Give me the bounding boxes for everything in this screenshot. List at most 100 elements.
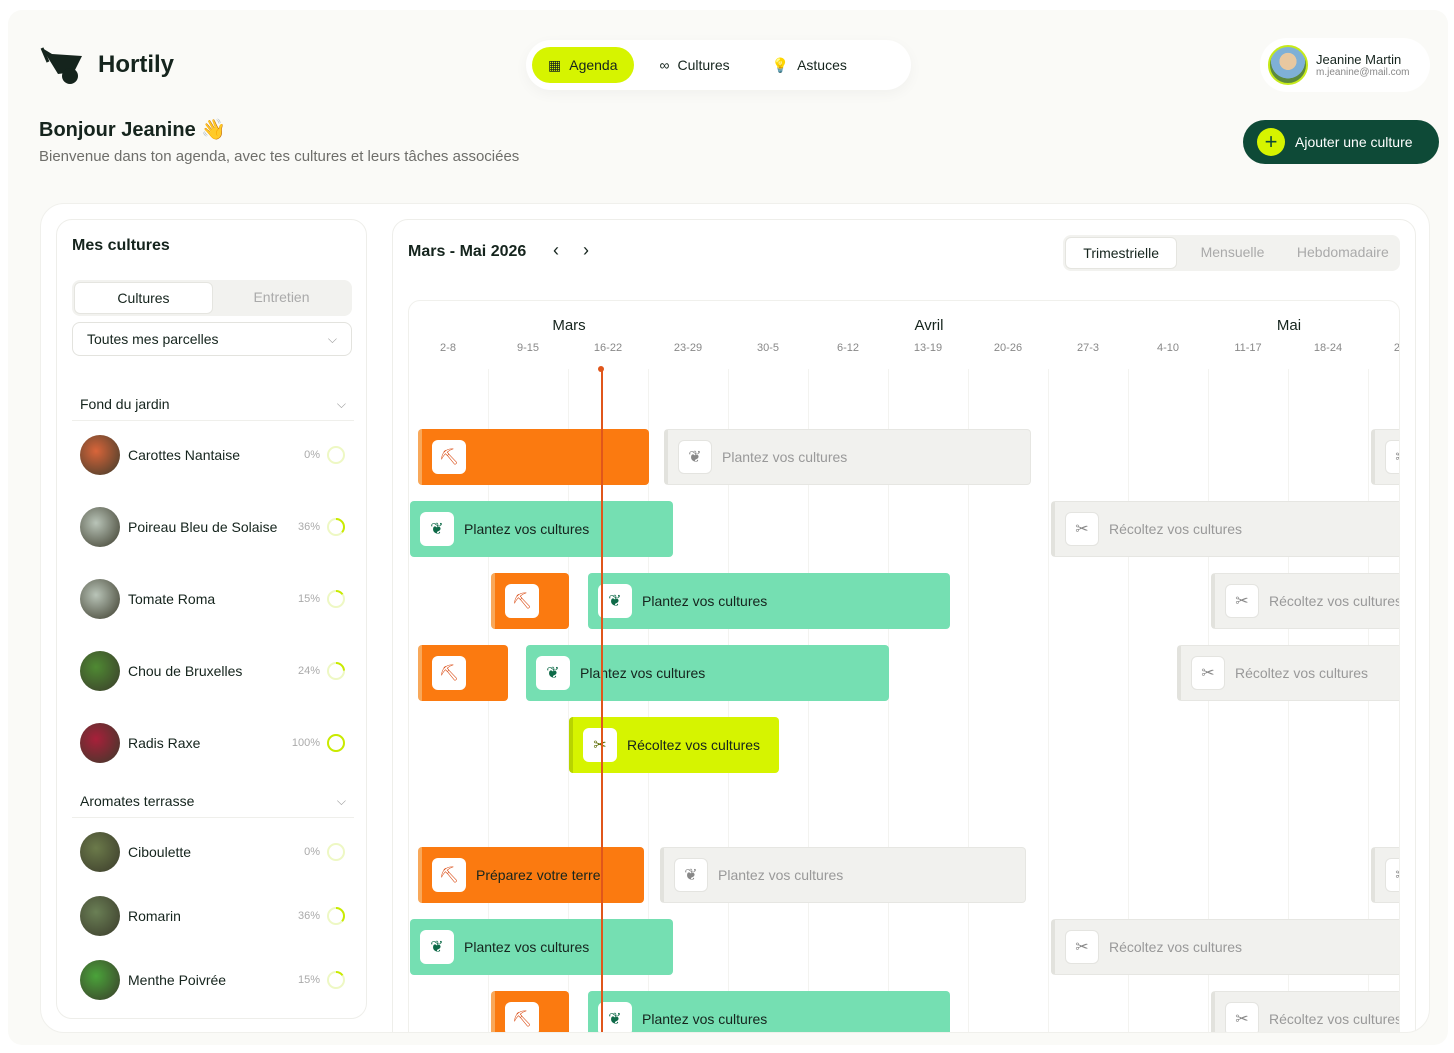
group-header[interactable]: Aromates terrasse ⌵	[72, 793, 354, 818]
culture-item[interactable]: Romarin 36%	[72, 896, 354, 936]
group-header[interactable]: Fond du jardin ⌵	[72, 396, 354, 421]
binoculars-icon: ∞	[659, 57, 670, 73]
task-bar-plant[interactable]: ❦ Plantez vos cultures	[526, 645, 889, 701]
progress-ring	[327, 590, 345, 608]
task-bar-harvest[interactable]: ✂ Récoltez vos cultures	[1051, 501, 1399, 557]
task-bar-harvest[interactable]: ✂	[1371, 847, 1399, 903]
shovel-icon: ⛏	[432, 440, 466, 474]
sprout-icon: ❦	[674, 858, 708, 892]
culture-thumbnail	[80, 579, 120, 619]
week-label: 27-3	[1076, 342, 1100, 354]
task-bar-plant[interactable]: ❦ Plantez vos cultures	[410, 919, 673, 975]
task-bar-plant[interactable]: ❦ Plantez vos cultures	[664, 429, 1031, 485]
week-label: 6-12	[836, 342, 860, 354]
task-bar-prepare[interactable]: ⛏	[491, 573, 569, 629]
task-bar-prepare[interactable]: ⛏ Préparez votre terre	[418, 847, 644, 903]
chevron-down-icon: ⌵	[327, 331, 337, 346]
avatar	[1268, 45, 1308, 85]
task-bar-plant[interactable]: ❦ Plantez vos cultures	[410, 501, 673, 557]
sprout-icon: ❦	[678, 440, 712, 474]
plus-icon: +	[1257, 128, 1285, 156]
culture-item[interactable]: Poireau Bleu de Solaise 36%	[72, 507, 354, 547]
culture-item[interactable]: Tomate Roma 15%	[72, 579, 354, 619]
task-bar-harvest[interactable]: ✂ Récoltez vos cultures	[569, 717, 779, 773]
task-bar-harvest[interactable]: ✂	[1371, 429, 1399, 485]
task-label: Plantez vos cultures	[718, 867, 844, 883]
sprout-icon: ❦	[598, 1002, 632, 1032]
task-label: Récoltez vos cultures	[1269, 1011, 1400, 1027]
user-email: m.jeanine@mail.com	[1316, 67, 1410, 78]
task-bar-plant[interactable]: ❦ Plantez vos cultures	[660, 847, 1026, 903]
progress-ring	[327, 907, 345, 925]
progress-ring	[327, 446, 345, 464]
culture-item[interactable]: Ciboulette 0%	[72, 832, 354, 872]
view-hebdomadaire[interactable]: Hebdomadaire	[1296, 244, 1389, 260]
week-label: 11-17	[1234, 342, 1262, 354]
week-label: 16-22	[593, 342, 623, 354]
nav-cultures[interactable]: ∞ Cultures	[644, 47, 746, 83]
grid-line	[968, 369, 969, 1032]
week-label: 18-24	[1313, 342, 1343, 354]
task-bar-plant[interactable]: ❦ Plantez vos cultures	[588, 991, 950, 1032]
harvest-icon: ✂	[1191, 656, 1225, 690]
tab-cultures[interactable]: Cultures	[74, 282, 213, 314]
period-label: Mars - Mai 2026	[408, 243, 527, 260]
next-period-button[interactable]: ›	[583, 240, 589, 260]
main-card: Mes cultures Cultures Entretien Toutes m…	[40, 203, 1430, 1033]
main-nav: ▦ Agenda ∞ Cultures 💡 Astuces	[526, 40, 911, 90]
culture-item[interactable]: Radis Raxe 100%	[72, 723, 354, 763]
task-label: Plantez vos cultures	[642, 1011, 768, 1027]
harvest-icon: ✂	[1385, 440, 1399, 474]
task-bar-harvest[interactable]: ✂ Récoltez vos cultures	[1211, 991, 1400, 1032]
culture-groups: Fond du jardin ⌵ Carottes Nantaise 0% Poi…	[72, 396, 354, 1000]
chevron-down-icon: ⌵	[336, 396, 346, 411]
sprout-icon: ❦	[598, 584, 632, 618]
prev-period-button[interactable]: ‹	[553, 240, 559, 260]
task-bar-harvest[interactable]: ✂ Récoltez vos cultures	[1177, 645, 1399, 701]
nav-agenda[interactable]: ▦ Agenda	[532, 47, 634, 83]
parcel-select-value: Toutes mes parcelles	[87, 331, 219, 347]
today-marker	[598, 366, 604, 372]
culture-item[interactable]: Menthe Poivrée 15%	[72, 960, 354, 1000]
task-bar-plant[interactable]: ❦ Plantez vos cultures	[588, 573, 950, 629]
culture-progress: 0%	[304, 449, 320, 461]
week-label: 9-15	[516, 342, 540, 354]
culture-thumbnail	[80, 435, 120, 475]
task-label: Plantez vos cultures	[464, 521, 590, 537]
task-bar-harvest[interactable]: ✂ Récoltez vos cultures	[1211, 573, 1399, 629]
harvest-icon: ✂	[1225, 584, 1259, 618]
week-label: 25-31	[1393, 342, 1400, 354]
task-bar-prepare[interactable]: ⛏	[418, 429, 649, 485]
nav-label: Astuces	[797, 57, 847, 73]
logo[interactable]: Hortily	[40, 44, 174, 86]
wave-icon: 👋	[201, 119, 227, 141]
view-mensuelle[interactable]: Mensuelle	[1200, 244, 1265, 260]
shovel-icon: ⛏	[432, 858, 466, 892]
user-menu[interactable]: Jeanine Martin m.jeanine@mail.com	[1260, 38, 1430, 92]
culture-name: Menthe Poivrée	[128, 972, 227, 988]
harvest-icon: ✂	[1065, 512, 1099, 546]
culture-progress: 36%	[297, 521, 320, 533]
culture-thumbnail	[80, 723, 120, 763]
culture-progress: 100%	[291, 737, 320, 749]
add-culture-button[interactable]: + Ajouter une culture	[1243, 120, 1439, 164]
wheelbarrow-icon	[40, 47, 82, 84]
parcel-select[interactable]: Toutes mes parcelles ⌵	[72, 322, 352, 356]
nav-label: Agenda	[569, 57, 618, 73]
view-trimestrielle[interactable]: Trimestrielle	[1065, 237, 1178, 269]
nav-astuces[interactable]: 💡 Astuces	[756, 47, 863, 83]
task-bar-prepare[interactable]: ⛏	[418, 645, 508, 701]
sprout-icon: ❦	[420, 930, 454, 964]
tab-entretien[interactable]: Entretien	[253, 289, 310, 305]
task-bar-harvest[interactable]: ✂ Récoltez vos cultures	[1051, 919, 1399, 975]
culture-progress: 15%	[297, 974, 320, 986]
week-label: 4-10	[1156, 342, 1180, 354]
task-label: Récoltez vos cultures	[1235, 665, 1369, 681]
culture-item[interactable]: Carottes Nantaise 0%	[72, 435, 354, 475]
culture-name: Tomate Roma	[128, 591, 216, 607]
grid-line	[1128, 369, 1129, 1032]
culture-name: Poireau Bleu de Solaise	[128, 519, 278, 535]
task-bar-prepare[interactable]: ⛏	[491, 991, 569, 1032]
culture-name: Romarin	[128, 908, 181, 924]
culture-item[interactable]: Chou de Bruxelles 24%	[72, 651, 354, 691]
